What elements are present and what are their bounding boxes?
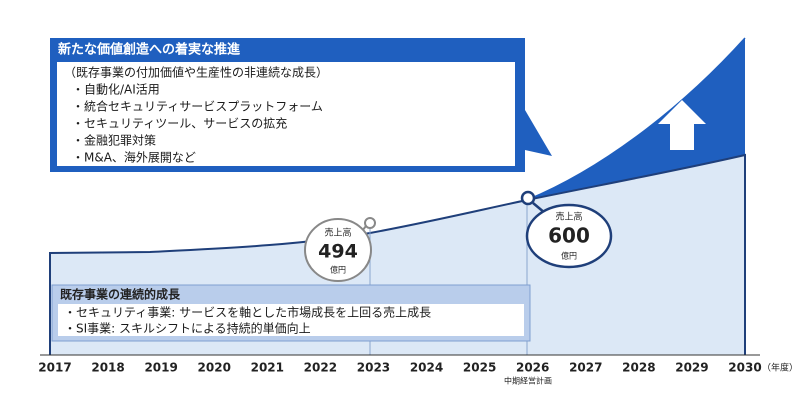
bottom-item: ・SI事業: スキルシフトによる持続的単価向上 <box>64 321 311 336</box>
callout-value: 600 <box>548 224 590 248</box>
callout-label: 売上高 <box>555 211 582 223</box>
year-label: 2030 <box>728 361 761 375</box>
year-label: 2020 <box>198 361 231 375</box>
year-unit: （年度） <box>762 362 798 374</box>
year-label: 2029 <box>675 361 708 375</box>
callout-bubble <box>525 203 613 269</box>
callout-unit: 億円 <box>561 251 577 261</box>
year-labels: 2017 2018 2019 2020 2021 2022 2023 2024 2025 2026… <box>38 361 761 375</box>
bottom-item: ・セキュリティ事業: サービスを軸とした市場成長を上回る売上成長 <box>64 305 431 320</box>
bottom-items: ・セキュリティ事業: サービスを軸とした市場成長を上回る売上成長・SI事業: ス… <box>64 305 431 336</box>
growth-line <box>526 37 746 201</box>
top-item: ・M&A、海外展開など <box>72 150 196 165</box>
year-label: 2019 <box>144 361 177 375</box>
year-label: 2026 <box>516 361 549 375</box>
top-box-inner <box>57 62 515 166</box>
year-label: 2021 <box>251 361 284 375</box>
top-item: ・統合セキュリティサービスプラットフォーム <box>72 99 323 114</box>
callout-value: 494 <box>318 241 358 263</box>
growth-area <box>527 38 745 200</box>
bottom-box-inner <box>58 304 524 336</box>
base-line <box>49 153 746 355</box>
callout-dot <box>364 217 376 229</box>
year-label: 2022 <box>304 361 337 375</box>
year-label: 2028 <box>622 361 655 375</box>
up-arrow <box>658 100 706 150</box>
top-box-title: 新たな価値創造への着実な推進 <box>58 42 240 58</box>
callout-label: 売上高 <box>324 227 351 239</box>
year-label: 2025 <box>463 361 496 375</box>
year-label: 2024 <box>410 361 443 375</box>
callout-bubble <box>304 218 372 282</box>
year-label: 2017 <box>38 361 71 375</box>
year-label: 2023 <box>357 361 390 375</box>
top-items: ・自動化/AI活用・統合セキュリティサービスプラットフォーム・セキュリティツール… <box>72 83 323 165</box>
top-item: ・自動化/AI活用 <box>72 83 160 97</box>
bottom-box-title: 既存事業の連続的成長 <box>60 287 181 302</box>
callout-dot <box>520 190 536 206</box>
year-label: 2018 <box>91 361 124 375</box>
callout-unit: 億円 <box>330 265 346 275</box>
year-label: 2027 <box>569 361 602 375</box>
top-item: ・セキュリティツール、サービスの拡充 <box>72 116 287 131</box>
top-box-tail <box>525 110 552 156</box>
plan-note: 中期経営計画 <box>504 376 552 386</box>
top-box-subtitle: （既存事業の付加価値や生産性の非連続な成長） <box>64 65 328 80</box>
top-item: ・金融犯罪対策 <box>72 133 156 148</box>
